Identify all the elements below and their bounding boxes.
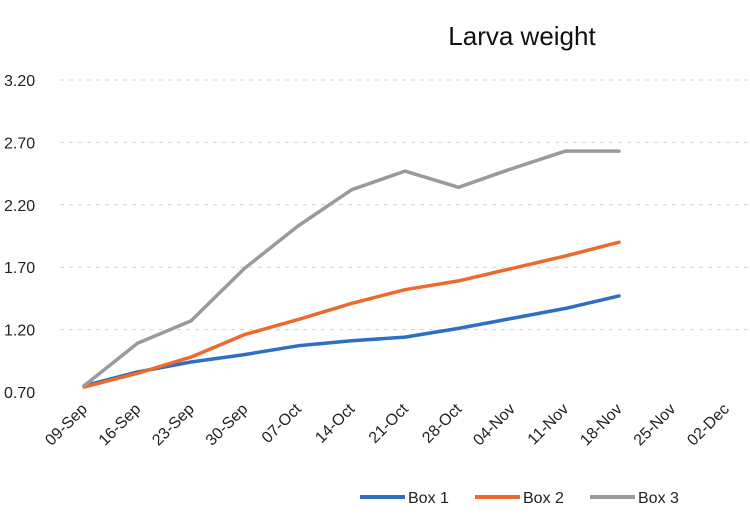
gridlines: [60, 79, 750, 331]
x-tick-label: 02-Dec: [684, 401, 732, 449]
series-line-box-1: [82, 294, 621, 388]
y-tick-label: 1.70: [4, 260, 35, 277]
y-tick-label: 2.70: [4, 135, 35, 152]
x-tick-label: 30-Sep: [203, 401, 252, 450]
x-tick-label: 11-Nov: [525, 401, 573, 449]
x-tick-label: 18-Nov: [577, 401, 625, 449]
x-tick-label: 23-Sep: [149, 401, 198, 450]
y-tick-label: 2.20: [4, 198, 35, 215]
y-tick-label: 1.20: [4, 323, 35, 340]
y-tick-label: 3.20: [4, 73, 35, 90]
legend-label: Box 3: [638, 490, 679, 507]
legend: Box 1 Box 2 Box 3: [360, 490, 679, 507]
x-tick-label: 21-Oct: [366, 400, 412, 446]
x-tick-label: 16-Sep: [96, 401, 145, 450]
series-line-box-3: [82, 149, 621, 388]
x-axis-ticks: 09-Sep 16-Sep 23-Sep 30-Sep 07-Oct 14-Oct 21-O…: [42, 400, 733, 450]
x-tick-label: 25-Nov: [631, 401, 679, 449]
x-tick-label: 28-Oct: [419, 400, 465, 446]
legend-label: Box 2: [523, 490, 564, 507]
y-tick-label: 0.70: [4, 385, 35, 402]
legend-label: Box 1: [408, 490, 449, 507]
series-line-box-2: [82, 240, 621, 389]
x-tick-label: 14-Oct: [312, 400, 358, 446]
chart-title: Larva weight: [448, 21, 596, 51]
x-tick-label: 04-Nov: [470, 401, 518, 449]
x-tick-label: 07-Oct: [259, 400, 305, 446]
x-tick-label: 09-Sep: [42, 401, 91, 450]
y-axis-ticks: 0.70 1.20 1.70 2.20 2.70 3.20: [4, 73, 35, 402]
series-lines: [82, 149, 621, 389]
